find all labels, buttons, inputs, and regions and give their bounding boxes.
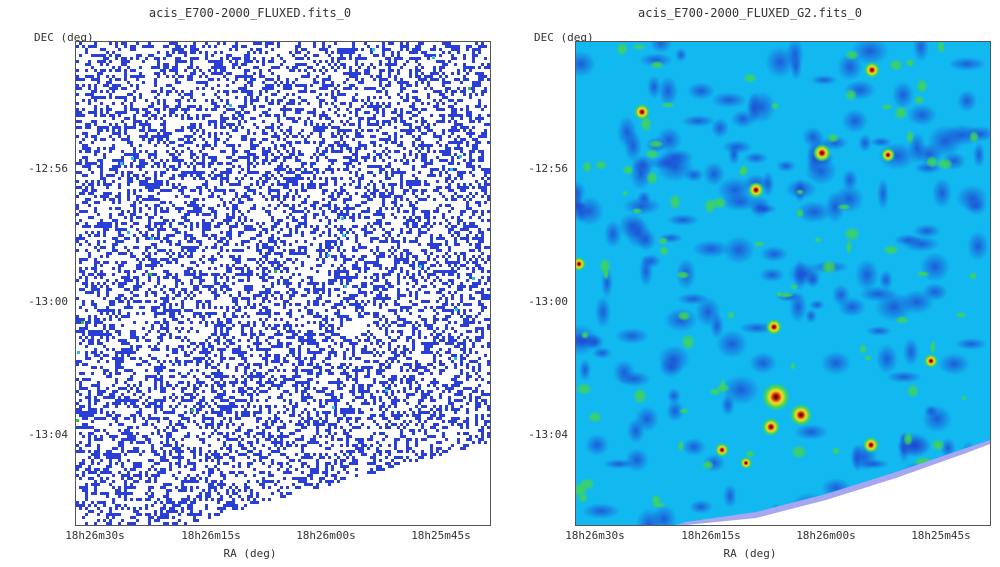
x-tick: 18h26m30s [65,529,125,542]
x-axis-label: RA (deg) [223,547,277,560]
y-axis-label: DEC (deg) [32,31,96,44]
counts-map [76,42,490,525]
y-tick: -12:56 [528,162,568,175]
smoothed-flux-image[interactable] [575,41,991,526]
panel-title: acis_E700-2000_FLUXED.fits_0 [148,6,352,20]
x-tick: 18h26m15s [181,529,241,542]
x-tick: 18h25m45s [411,529,471,542]
y-tick: -12:56 [28,162,68,175]
y-tick: -13:00 [528,295,568,308]
image-panel-right: acis_E700-2000_FLUXED_G2.fits_0 DEC (deg… [500,0,1000,567]
x-tick: 18h25m45s [911,529,971,542]
y-tick: -13:04 [28,428,68,441]
y-axis-label: DEC (deg) [532,31,596,44]
panel-title: acis_E700-2000_FLUXED_G2.fits_0 [638,6,862,20]
x-tick: 18h26m30s [565,529,625,542]
x-axis-label: RA (deg) [723,547,777,560]
x-tick: 18h26m00s [296,529,356,542]
x-tick: 18h26m15s [681,529,741,542]
smoothed-map [576,42,990,525]
x-tick: 18h26m00s [796,529,856,542]
fluxed-counts-image[interactable] [75,41,491,526]
y-tick: -13:04 [528,428,568,441]
y-tick: -13:00 [28,295,68,308]
image-panel-left: acis_E700-2000_FLUXED.fits_0 DEC (deg) -… [28,6,491,560]
